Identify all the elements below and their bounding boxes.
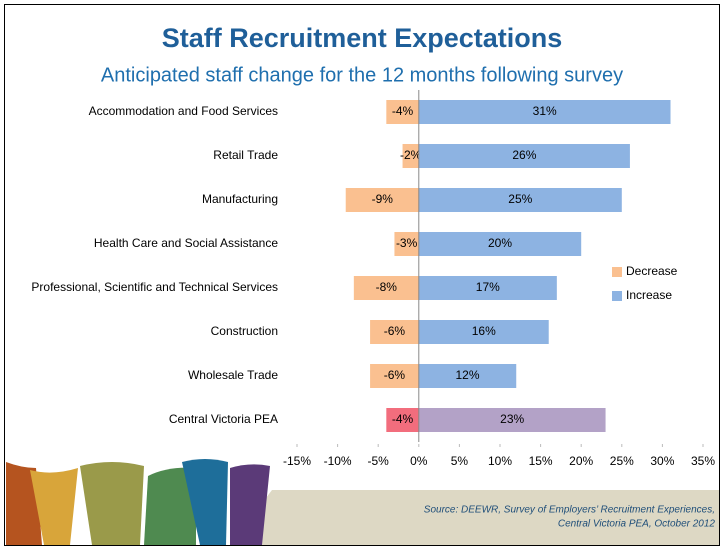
chart-subtitle: Anticipated staff change for the 12 mont… — [101, 64, 623, 86]
bar — [370, 364, 419, 388]
category-label: Central Victoria PEA — [169, 412, 278, 426]
bar — [418, 144, 630, 168]
category-label: Retail Trade — [213, 148, 278, 162]
value-label: 31% — [533, 104, 557, 118]
category-label: Wholesale Trade — [188, 368, 278, 382]
bar — [418, 100, 671, 124]
bar — [418, 364, 517, 388]
bar — [353, 276, 419, 300]
bar — [386, 100, 419, 124]
bar — [386, 408, 419, 432]
value-label: -2% — [400, 148, 422, 162]
deco-arch — [182, 459, 228, 545]
category-label: Construction — [211, 324, 278, 338]
x-tick-label: 35% — [691, 454, 715, 468]
x-tick-label: -15% — [283, 454, 311, 468]
x-tick-label: 5% — [451, 454, 469, 468]
deco-arch — [230, 464, 270, 545]
bar — [394, 232, 419, 256]
bar — [418, 188, 622, 212]
x-tick-label: 10% — [488, 454, 512, 468]
bar — [418, 276, 557, 300]
bar — [418, 408, 606, 432]
legend-label: Decrease — [626, 264, 678, 278]
deco-arch — [144, 467, 196, 545]
source-note: Central Victoria PEA, October 2012 — [558, 519, 716, 530]
x-tick-label: 15% — [529, 454, 553, 468]
category-label: Accommodation and Food Services — [89, 104, 278, 118]
x-tick-label: 20% — [569, 454, 593, 468]
value-label: -6% — [384, 368, 406, 382]
category-label: Health Care and Social Assistance — [94, 236, 278, 250]
slide-border — [4, 4, 720, 546]
footer-band — [230, 490, 719, 545]
value-label: 25% — [508, 192, 532, 206]
value-label: 20% — [488, 236, 512, 250]
x-tick-label: 30% — [650, 454, 674, 468]
bar — [418, 232, 582, 256]
value-label: -4% — [392, 104, 414, 118]
value-label: -4% — [392, 412, 414, 426]
bar — [418, 320, 549, 344]
value-label: 16% — [472, 324, 496, 338]
bar — [402, 144, 419, 168]
legend-swatch — [612, 291, 622, 301]
chart-title: Staff Recruitment Expectations — [162, 23, 563, 53]
value-label: -3% — [396, 236, 418, 250]
bar — [345, 188, 419, 212]
legend-label: Increase — [626, 288, 672, 302]
value-label: -9% — [372, 192, 394, 206]
category-label: Manufacturing — [202, 192, 278, 206]
value-label: 23% — [500, 412, 524, 426]
deco-arch — [30, 468, 78, 545]
bar — [370, 320, 419, 344]
value-label: -8% — [376, 280, 398, 294]
value-label: -6% — [384, 324, 406, 338]
value-label: 12% — [456, 368, 480, 382]
category-label: Professional, Scientific and Technical S… — [31, 280, 278, 294]
value-label: 26% — [512, 148, 536, 162]
value-label: 17% — [476, 280, 500, 294]
x-tick-label: 0% — [410, 454, 428, 468]
x-tick-label: -5% — [368, 454, 390, 468]
x-tick-label: -10% — [324, 454, 352, 468]
source-note: Source: DEEWR, Survey of Employers’ Recr… — [424, 505, 715, 516]
x-tick-label: 25% — [610, 454, 634, 468]
deco-arch — [80, 462, 144, 545]
legend-swatch — [612, 267, 622, 277]
